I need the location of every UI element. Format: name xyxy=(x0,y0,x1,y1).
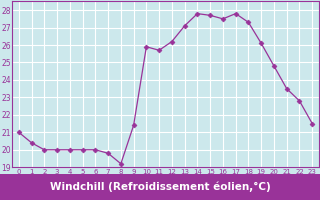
Text: Windchill (Refroidissement éolien,°C): Windchill (Refroidissement éolien,°C) xyxy=(50,182,270,192)
